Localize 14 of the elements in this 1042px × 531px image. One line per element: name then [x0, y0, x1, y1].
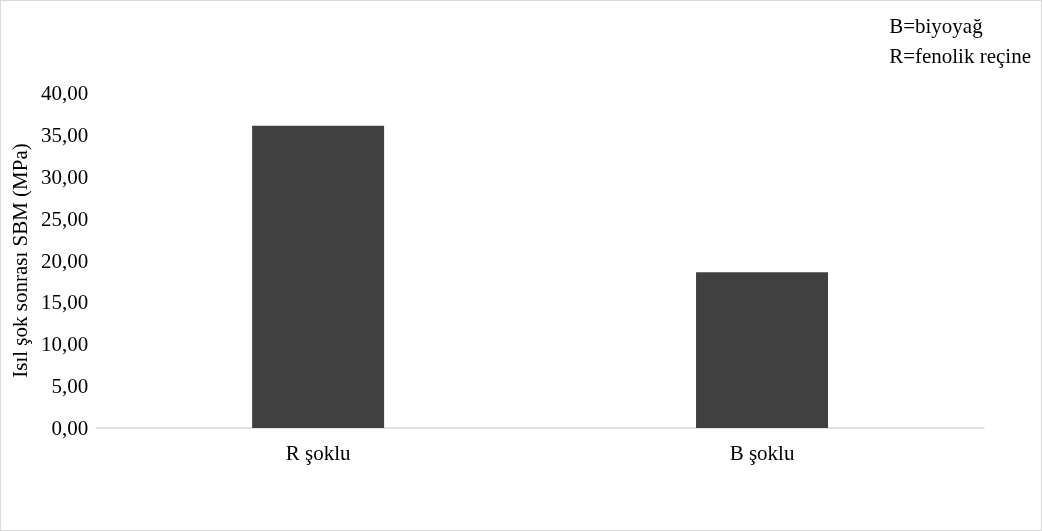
y-tick-label: 20,00 [40, 248, 89, 273]
x-tick-label: R şoklu [285, 440, 351, 465]
text: B=biyoyağ [889, 13, 984, 40]
y-tick-label: 5,00 [51, 374, 89, 399]
y-tick-label: 10,00 [40, 332, 89, 357]
y-tick-label: 25,00 [40, 206, 89, 231]
y-tick-label: 15,00 [40, 290, 89, 315]
y-tick-label: 30,00 [40, 164, 89, 189]
y-tick-label: 35,00 [40, 122, 89, 147]
text: R=fenolik reçine [889, 43, 1031, 70]
y-axis-title: Isıl şok sonrası SBM (MPa) [7, 143, 32, 378]
y-tick-label: 40,00 [40, 81, 89, 105]
y-tick-label: 0,00 [51, 416, 89, 440]
x-tick-label: B şoklu [729, 440, 795, 465]
